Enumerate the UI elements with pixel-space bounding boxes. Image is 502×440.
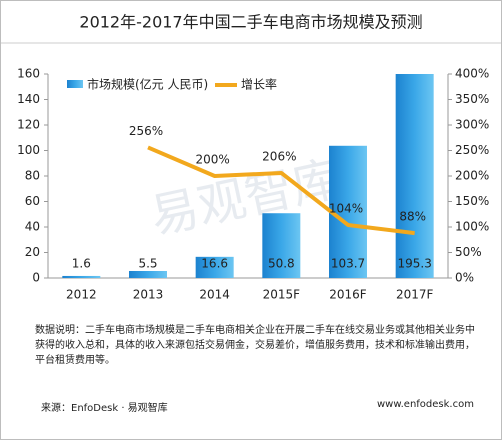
legend-label: 增长率 <box>241 77 277 92</box>
y2-tick-label: 150% <box>455 194 489 208</box>
bar-value-label: 50.8 <box>268 257 295 271</box>
y-tick-label: 100 <box>17 143 40 157</box>
line-value-label: 104% <box>329 201 363 215</box>
line-value-label: 88% <box>399 210 426 224</box>
y2-tick-label: 50% <box>455 245 482 259</box>
x-tick-label: 2012 <box>66 288 97 302</box>
line-value-label: 206% <box>262 149 296 163</box>
source: 来源：EnfoDesk · 易观智库 <box>41 403 168 414</box>
legend-label: 市场规模(亿元 人民币) <box>87 77 208 92</box>
bar <box>62 275 101 278</box>
y-tick-label: 160 <box>17 67 40 81</box>
bar-value-label: 103.7 <box>331 257 365 271</box>
y2-tick-label: 400% <box>455 67 489 81</box>
bar <box>329 145 367 278</box>
y-tick-label: 40 <box>25 220 40 234</box>
y-tick-label: 140 <box>17 92 40 106</box>
line-value-label: 200% <box>196 153 230 167</box>
line-value-label: 256% <box>129 124 163 138</box>
y-tick-label: 120 <box>17 118 40 132</box>
bar <box>262 213 301 278</box>
y-tick-label: 80 <box>25 169 40 183</box>
chart: 2012年-2017年中国二手车电商市场规模及预测 易观智库 020406080… <box>1 13 501 302</box>
x-tick-label: 2016F <box>329 288 367 302</box>
x-tick-label: 2017F <box>396 288 434 302</box>
bar-value-label: 5.5 <box>138 257 157 271</box>
x-tick-label: 2015F <box>263 288 301 302</box>
x-tick-label: 2013 <box>133 288 164 302</box>
line <box>147 145 415 236</box>
y-tick-label: 60 <box>25 194 40 208</box>
bar <box>395 74 434 278</box>
y-tick-label: 0 <box>32 271 40 285</box>
bar <box>195 256 234 278</box>
y2-tick-label: 250% <box>455 143 489 157</box>
legend-swatch <box>67 80 83 88</box>
bar-value-label: 16.6 <box>201 257 228 271</box>
bar-value-label: 195.3 <box>397 257 431 271</box>
x-tick-label: 2014 <box>199 288 230 302</box>
y2-tick-label: 0% <box>455 271 474 285</box>
y2-tick-label: 300% <box>455 118 489 132</box>
y-tick-label: 20 <box>25 245 40 259</box>
bar <box>129 270 167 278</box>
note: 数据说明：二手车电商市场规模是二手车电商相关企业在开展二手车在线交易业务或其他相… <box>35 325 475 366</box>
y2-tick-label: 350% <box>455 92 489 106</box>
chart-title: 2012年-2017年中国二手车电商市场规模及预测 <box>79 13 422 32</box>
bar-value-label: 1.6 <box>72 257 91 271</box>
y2-tick-label: 200% <box>455 169 489 183</box>
bars <box>62 74 434 278</box>
website: www.enfodesk.com <box>377 399 474 410</box>
y2-tick-label: 100% <box>455 220 489 234</box>
